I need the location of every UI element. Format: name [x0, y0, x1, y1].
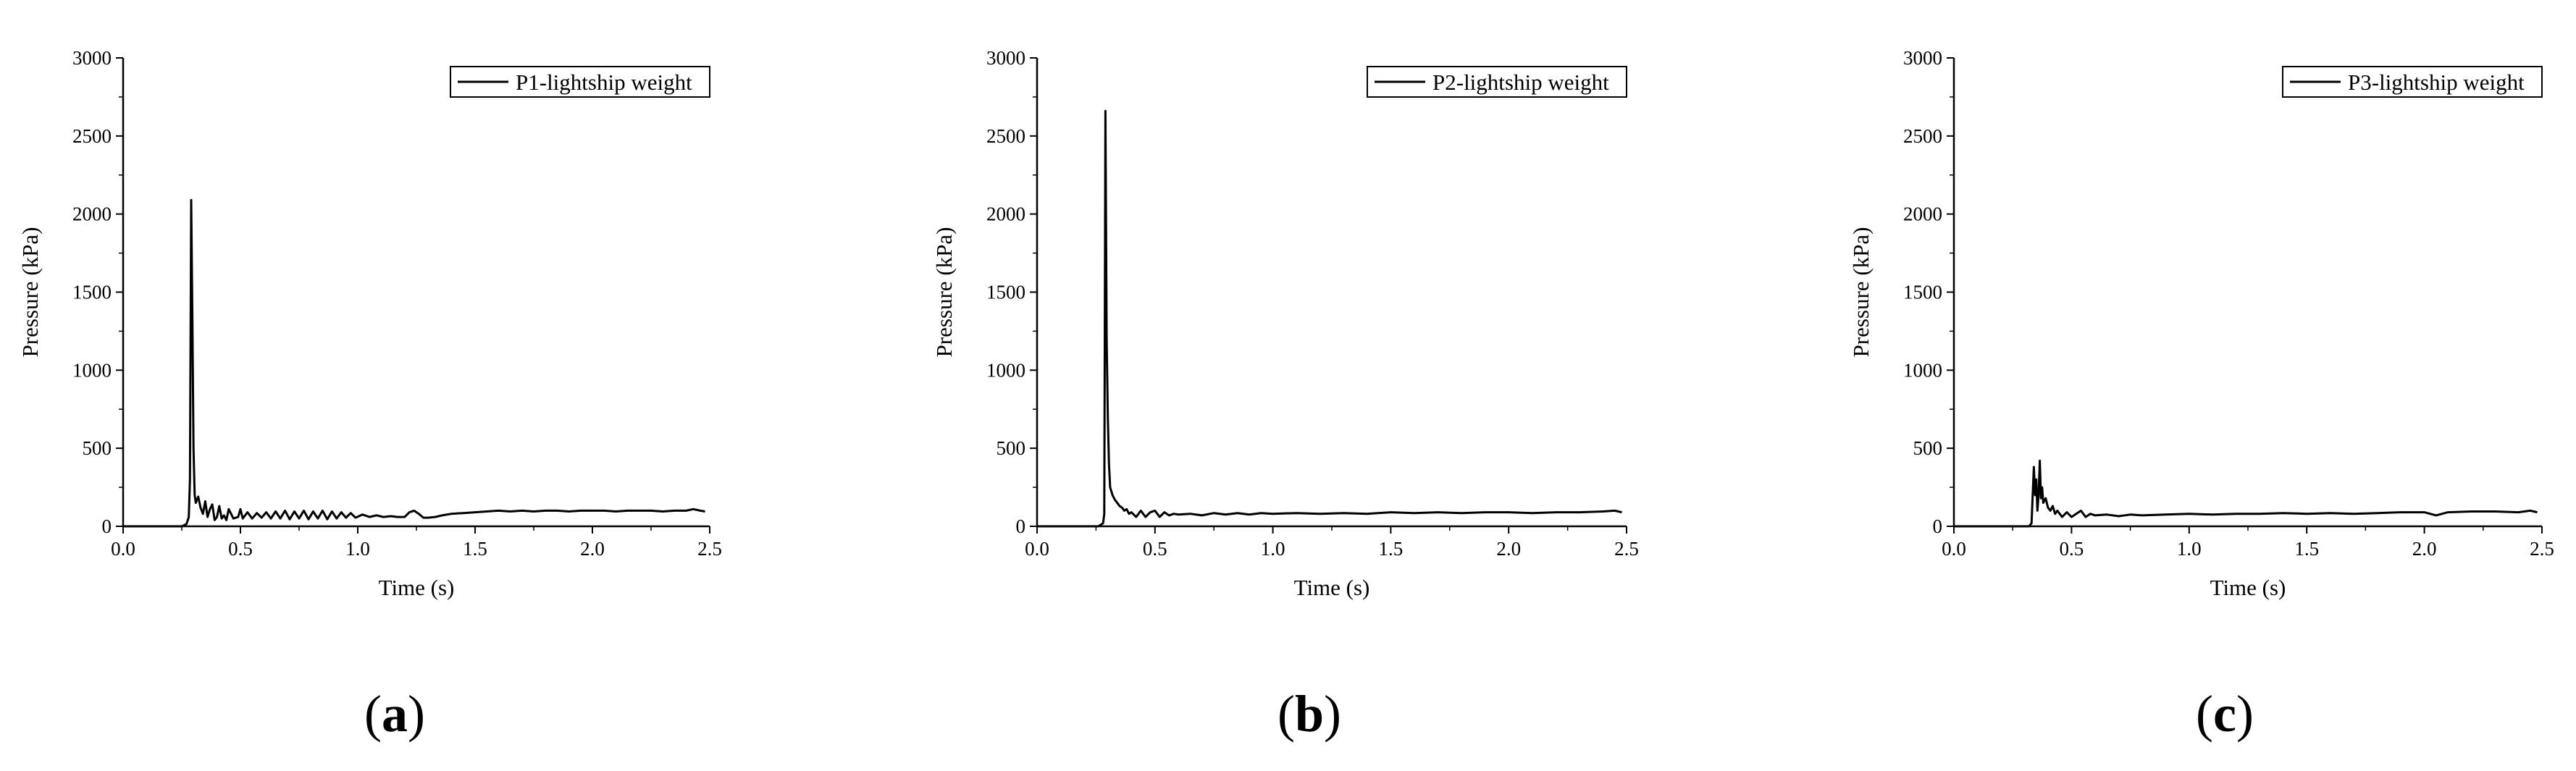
- x-tick-label: 2.0: [1496, 538, 1521, 560]
- panel-letter-value: c: [2213, 685, 2236, 743]
- y-tick-label: 2000: [1903, 203, 1942, 225]
- x-tick-label: 2.0: [580, 538, 605, 560]
- x-tick-label: 0.0: [1025, 538, 1049, 560]
- x-tick-label: 1.0: [345, 538, 370, 560]
- y-tick-label: 2000: [986, 203, 1025, 225]
- y-tick-label: 500: [83, 437, 112, 459]
- panel-letter-value: b: [1295, 685, 1324, 743]
- series-line: [123, 198, 705, 528]
- x-tick-label: 2.5: [2530, 538, 2554, 560]
- series-line: [1954, 459, 2538, 528]
- y-tick-label: 3000: [72, 47, 112, 69]
- x-tick-label: 0.0: [111, 538, 135, 560]
- x-axis-title: Time (s): [1294, 575, 1370, 600]
- x-tick-label: 2.5: [697, 538, 722, 560]
- y-axis-title: Pressure (kPa): [931, 227, 957, 358]
- y-tick-label: 3000: [1903, 47, 1942, 69]
- x-tick-label: 1.0: [1261, 538, 1285, 560]
- y-tick-label: 500: [1913, 437, 1943, 459]
- y-tick-label: 1500: [986, 282, 1025, 303]
- y-axis-title: Pressure (kPa): [17, 227, 43, 358]
- x-tick-label: 0.0: [1942, 538, 1966, 560]
- chart-panel-a: 0.0 0.5 1.0 1.5 2.0 2.5 0 500 1000 1500 2000 2500 30…: [17, 47, 722, 743]
- y-tick-label: 0: [1933, 515, 1943, 537]
- x-tick-label: 1.0: [2177, 538, 2202, 560]
- panel-letter: (c): [2196, 685, 2254, 743]
- y-tick-label: 2000: [72, 203, 112, 225]
- x-tick-label: 2.5: [1614, 538, 1639, 560]
- x-tick-label: 1.5: [1379, 538, 1404, 560]
- y-tick-label: 1000: [72, 359, 112, 381]
- x-tick-label: 0.5: [2060, 538, 2084, 560]
- legend-box: [1367, 66, 1627, 98]
- y-tick-label: 2500: [1903, 125, 1942, 147]
- chart-panel-b: 0.0 0.5 1.0 1.5 2.0 2.5 0 500 1000 1500 2000 2500 30…: [931, 47, 1639, 743]
- x-tick-label: 1.5: [463, 538, 487, 560]
- y-tick-label: 1500: [1903, 282, 1942, 303]
- y-tick-label: 1000: [1903, 359, 1942, 381]
- legend-label: P1-lightship weight: [516, 69, 692, 95]
- y-tick-label: 2500: [986, 125, 1025, 147]
- panel-letter: (b): [1277, 685, 1341, 743]
- y-tick-label: 1000: [986, 359, 1025, 381]
- chart-panel-c: 0.0 0.5 1.0 1.5 2.0 2.5 0 500 1000 1500 2000 2500 30…: [1848, 47, 2554, 743]
- panel-letter-value: a: [382, 685, 408, 743]
- y-tick-label: 0: [1016, 515, 1026, 537]
- legend-label: P3-lightship weight: [2348, 69, 2525, 95]
- series-line: [1037, 109, 1622, 528]
- x-tick-label: 0.5: [1143, 538, 1167, 560]
- y-axis-title: Pressure (kPa): [1848, 227, 1874, 358]
- x-tick-label: 0.5: [228, 538, 253, 560]
- y-tick-label: 500: [997, 437, 1026, 459]
- x-tick-label: 2.0: [2412, 538, 2437, 560]
- legend-label: P2-lightship weight: [1432, 69, 1609, 95]
- x-axis-title: Time (s): [379, 575, 455, 600]
- panel-letter: (a): [364, 685, 425, 743]
- y-tick-label: 2500: [72, 125, 112, 147]
- y-tick-label: 3000: [986, 47, 1025, 69]
- x-axis-title: Time (s): [2210, 575, 2286, 600]
- y-tick-label: 0: [102, 515, 112, 537]
- x-tick-label: 1.5: [2294, 538, 2319, 560]
- y-tick-label: 1500: [72, 282, 112, 303]
